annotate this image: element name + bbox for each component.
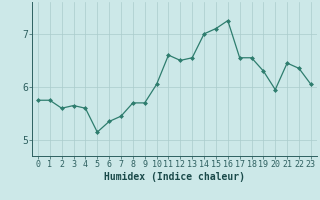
- X-axis label: Humidex (Indice chaleur): Humidex (Indice chaleur): [104, 172, 245, 182]
